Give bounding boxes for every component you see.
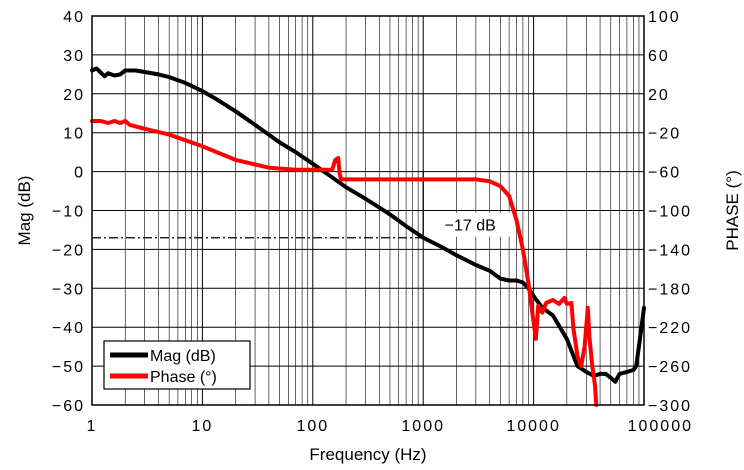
x-tick-label: 10 <box>192 418 214 435</box>
y2-tick-labels: 100 60 20 −20 −60 −100 −140 −180 −220 −260 −300 <box>648 9 692 415</box>
x-tick-labels: 1 10 100 1000 10000 100000 <box>87 418 693 435</box>
series-layer <box>90 66 646 407</box>
y-axis-title: Mag (dB) <box>15 176 34 246</box>
y-tick-label: −10 <box>52 204 85 221</box>
x-tick-label: 1 <box>87 418 98 435</box>
legend-label: Phase (°) <box>150 369 217 386</box>
mag-series-line <box>90 66 646 384</box>
y-tick-labels: 40 30 20 10 0 −10 −20 −30 −40 −50 −60 <box>52 9 85 415</box>
x-axis-title: Frequency (Hz) <box>309 445 426 464</box>
y2-tick-label: 60 <box>648 48 670 65</box>
phase-series-line <box>90 119 599 407</box>
y-tick-label: 20 <box>63 87 85 104</box>
plot-frame <box>91 15 645 406</box>
y2-tick-label: 20 <box>648 87 670 104</box>
y2-axis-title: PHASE (°) <box>723 170 742 250</box>
annotation-label: −17 dB <box>445 218 496 235</box>
y2-tick-label: −140 <box>648 242 692 259</box>
x-tick-label: 100 <box>296 418 329 435</box>
annotation-background <box>429 212 512 237</box>
y-tick-label: −50 <box>52 359 85 376</box>
y-tick-label: 10 <box>63 126 85 143</box>
y2-tick-label: 100 <box>648 9 681 26</box>
legend-box <box>103 340 251 390</box>
y2-tick-label: −260 <box>648 359 692 376</box>
legend-label: Mag (dB) <box>150 348 216 365</box>
y2-tick-label: −100 <box>648 204 692 221</box>
annotation-layer: −17 dB <box>429 212 512 237</box>
y-tick-label: 30 <box>63 48 85 65</box>
y2-tick-label: −220 <box>648 320 692 337</box>
x-tick-label: 100000 <box>628 418 693 435</box>
x-tick-label: 1000 <box>401 418 445 435</box>
reference-lines <box>92 171 424 239</box>
x-tick-label: 10000 <box>506 418 561 435</box>
y2-tick-label: −180 <box>648 281 692 298</box>
y-tick-label: −60 <box>52 398 85 415</box>
legend: Mag (dB) Phase (°) <box>103 340 251 390</box>
y-tick-label: −20 <box>52 242 85 259</box>
y2-tick-label: −20 <box>648 126 681 143</box>
y2-tick-label: −300 <box>648 398 692 415</box>
y2-tick-label: −60 <box>648 165 681 182</box>
y-tick-label: −40 <box>52 320 85 337</box>
y-tick-label: −30 <box>52 281 85 298</box>
y-tick-label: 40 <box>63 9 85 26</box>
y-tick-label: 0 <box>74 165 85 182</box>
